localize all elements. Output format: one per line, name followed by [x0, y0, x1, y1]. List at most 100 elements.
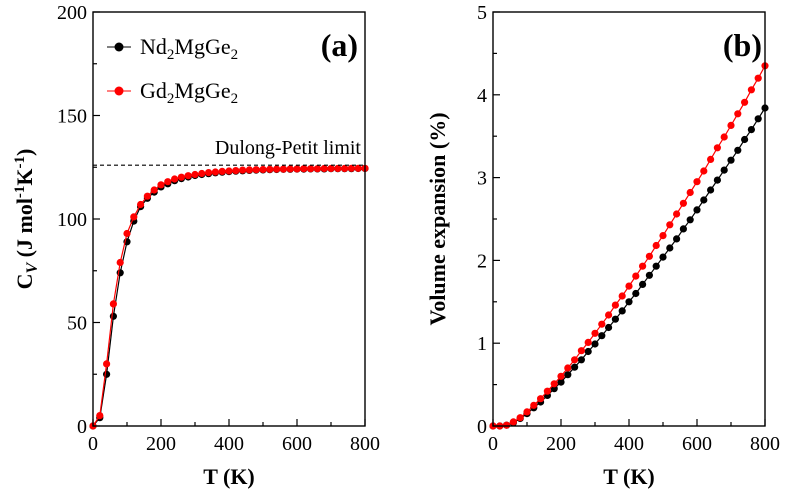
panel-b-data-point-gd: [720, 133, 728, 141]
panel-b-plot-frame: [492, 11, 766, 427]
panel-a-data-point-gd: [205, 169, 213, 177]
panel-a-data-point-gd: [341, 164, 349, 173]
panel-a-data-point-gd: [279, 165, 287, 173]
panel-b-volume-expansion: 0 200 400 600 800 0 1 2 3 4 5 (b) T (K) Volume exp…: [425, 2, 780, 489]
panel-b-data-point-nd: [652, 262, 660, 270]
panel-b-data-point-nd: [632, 289, 640, 298]
panel-b-data-point-gd: [734, 110, 742, 118]
panel-b-data-point-gd: [591, 329, 599, 337]
panel-b-data-point-nd: [598, 332, 606, 340]
panel-a-data-point-gd: [239, 166, 247, 174]
panel-b-data-point-gd: [754, 74, 762, 82]
panel-a-data-point-gd: [266, 165, 274, 173]
panel-b-data-point-gd: [700, 167, 708, 175]
panel-b-data-point-nd: [754, 115, 762, 123]
panel-b-y-tick-label: 4: [477, 85, 487, 107]
panel-a-x-axis-title: T (K): [203, 464, 255, 489]
panel-b-data-point-nd: [577, 356, 586, 364]
panel-a-data-point-gd: [307, 165, 315, 173]
panel-a-data-point-gd: [347, 164, 355, 172]
panel-a-data-point-gd: [252, 166, 260, 174]
panel-b-data-point-nd: [686, 216, 694, 224]
panel-b-x-tick-label: 400: [614, 433, 644, 455]
panel-a-data-point-gd: [157, 181, 165, 189]
panel-b-series-line-nd: [493, 107, 766, 427]
legend-label-nd: Nd2MgGe2: [140, 34, 238, 63]
panel-a-marks: [89, 164, 369, 430]
panel-b-x-tick-label: 800: [750, 433, 780, 455]
panel-a-label: (a): [321, 27, 358, 63]
panel-a-data-point-gd: [150, 186, 158, 194]
panel-b-y-tick-label: 2: [477, 250, 487, 272]
panel-a-heat-capacity: 0 200 400 600 800 0 50 100 150 200 Dulong-Petit l…: [12, 2, 380, 489]
panel-b-data-point-gd: [639, 262, 647, 270]
panel-b-data-point-gd: [537, 395, 545, 403]
panel-b-y-tick-label: 1: [477, 333, 487, 355]
panel-b-data-point-nd: [700, 196, 708, 204]
panel-a-data-point-gd: [177, 173, 185, 181]
panel-a-series-line-nd: [92, 167, 365, 427]
panel-b-data-point-gd: [686, 188, 694, 197]
panel-b-data-point-gd: [679, 199, 688, 207]
panel-b-data-point-gd: [530, 401, 538, 409]
legend-marker-gd: [114, 86, 124, 96]
panel-a-data-point-gd: [334, 164, 342, 173]
panel-b-marks: [489, 62, 769, 430]
panel-b-data-point-gd: [618, 292, 626, 300]
panel-a-data-point-gd: [198, 169, 206, 178]
panel-b-data-point-gd: [509, 418, 517, 426]
panel-b-data-point-gd: [571, 356, 579, 364]
panel-b-data-point-gd: [543, 387, 552, 395]
panel-a-data-point-gd: [109, 300, 117, 308]
panel-b-data-point-gd: [693, 178, 701, 186]
panel-a-series-line-gd: [92, 167, 365, 427]
panel-b-data-point-gd: [523, 408, 531, 416]
panel-b-data-point-gd: [598, 320, 606, 328]
panel-a-x-tick-label: 800: [350, 433, 380, 455]
panel-a-data-point-nd: [109, 312, 117, 320]
panel-a-data-point-gd: [123, 229, 131, 238]
panel-a-y-tick-label: 150: [57, 106, 87, 128]
panel-b-y-tick-label: 3: [477, 168, 487, 190]
panel-b-data-point-nd: [591, 340, 599, 348]
panel-a-data-point-gd: [143, 192, 151, 200]
panel-b-data-point-nd: [720, 166, 728, 174]
panel-b-data-point-nd: [584, 347, 592, 356]
panel-b-data-point-gd: [652, 241, 660, 250]
panel-b-data-point-gd: [516, 414, 524, 422]
panel-b-data-point-nd: [659, 253, 667, 261]
panel-b-data-point-gd: [727, 121, 735, 129]
panel-b-data-point-nd: [741, 135, 749, 144]
panel-b-data-point-nd: [727, 156, 735, 164]
panel-b-y-tick-label: 5: [477, 2, 487, 24]
panel-a-x-tick-label: 600: [282, 433, 312, 455]
panel-b-x-tick-label: 200: [546, 433, 576, 455]
panel-b-data-point-gd: [632, 272, 640, 280]
panel-b-data-point-gd: [550, 380, 558, 388]
dulong-petit-label: Dulong-Petit limit: [215, 137, 362, 159]
panel-b-ticks: 0 200 400 600 800 0 1 2 3 4 5: [477, 2, 780, 455]
panel-b-data-point-nd: [605, 323, 613, 332]
panel-a-y-axis-title: CV (J mol-1K-1): [12, 149, 41, 290]
panel-b-series-line-gd: [493, 65, 766, 427]
panel-b-data-point-gd: [564, 364, 572, 372]
panel-a-data-point-gd: [293, 165, 301, 173]
panel-b-data-point-gd: [584, 338, 592, 346]
panel-a-y-tick-label: 50: [67, 313, 87, 335]
panel-a-y-tick-label: 0: [77, 416, 87, 438]
panel-b-x-tick-label: 0: [488, 433, 498, 455]
panel-b-data-point-nd: [618, 307, 626, 315]
panel-b-data-point-nd: [693, 206, 701, 214]
panel-b-data-point-nd: [571, 363, 579, 371]
panel-b-data-point-nd: [611, 315, 620, 323]
panel-a-data-point-gd: [232, 167, 240, 175]
panel-a-data-point-gd: [259, 165, 267, 174]
panel-b-data-point-nd: [625, 298, 633, 306]
panel-a-data-point-gd: [164, 178, 172, 186]
panel-b-data-point-nd: [707, 186, 715, 194]
panel-a-x-tick-label: 0: [88, 433, 98, 455]
panel-b-data-point-gd: [713, 144, 722, 152]
panel-a-data-point-gd: [225, 167, 233, 175]
panel-b-data-point-nd: [639, 280, 647, 288]
